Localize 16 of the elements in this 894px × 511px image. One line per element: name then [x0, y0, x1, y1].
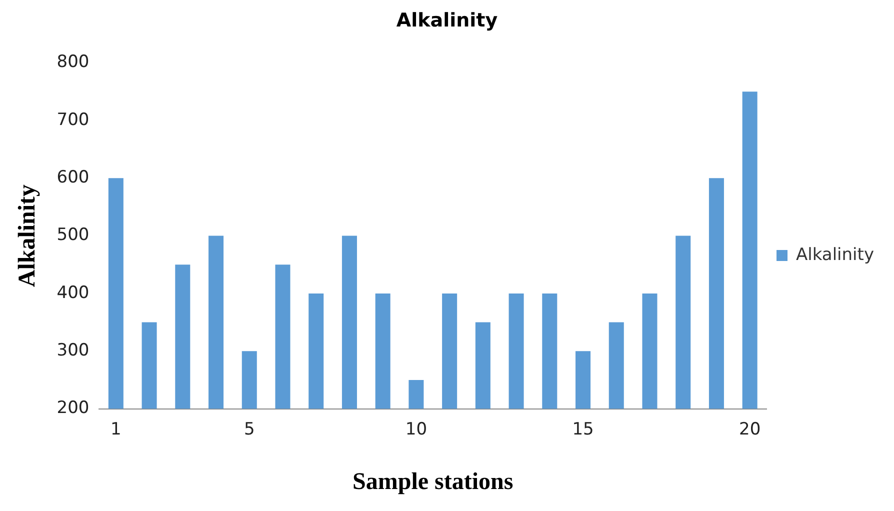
x-tick-label: 1: [110, 419, 122, 440]
y-axis-title: Alkalinity: [14, 184, 41, 288]
x-tick-label: 20: [739, 419, 761, 440]
x-tick-label: 10: [405, 419, 428, 440]
y-tick-label: 400: [56, 282, 90, 303]
y-tick-label: 800: [56, 52, 90, 72]
y-tick-label: 500: [56, 225, 90, 246]
chart-title: Alkalinity: [396, 9, 498, 32]
x-tick-label: 15: [572, 419, 594, 440]
y-tick-label: 300: [56, 340, 90, 361]
y-tick-label: 200: [56, 398, 90, 418]
legend-label: Alkalinity: [796, 244, 874, 265]
x-axis-title: Sample stations: [352, 468, 514, 495]
y-tick-label: 600: [56, 168, 90, 188]
x-tick-label: 5: [244, 419, 255, 440]
y-tick-label: 700: [56, 110, 90, 130]
